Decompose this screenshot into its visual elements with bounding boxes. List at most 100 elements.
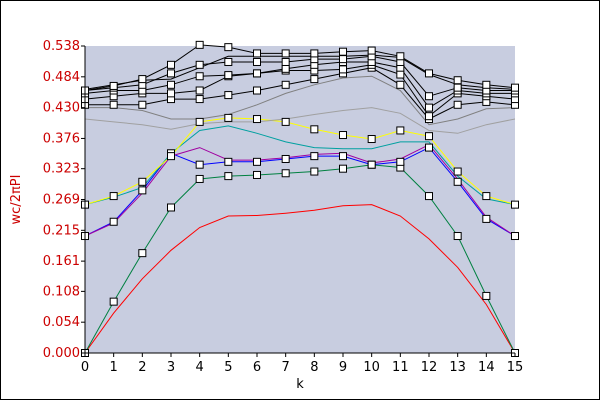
axes-layer: 0.000 0.054 0.108 0.161 0.215 0.269 0.323 0.376… — [43, 39, 523, 375]
x-tick-label: 9 — [339, 360, 347, 375]
series-line-12 — [84, 44, 516, 91]
data-point-marker — [281, 64, 290, 73]
data-point-marker — [453, 83, 462, 92]
data-point-marker — [281, 57, 290, 66]
series-line-5 — [84, 117, 516, 206]
x-axis-label: k — [296, 377, 304, 392]
x-tick-label: 2 — [138, 360, 146, 375]
series-line-1 — [84, 164, 516, 354]
data-point-marker — [224, 43, 233, 52]
x-tick-label: 8 — [310, 360, 318, 375]
data-point-marker — [425, 132, 433, 141]
x-tick-label: 10 — [363, 360, 380, 375]
x-tick-label: 15 — [507, 360, 524, 375]
data-point-marker — [339, 164, 347, 173]
y-tick-label: 0.269 — [43, 193, 80, 208]
data-point-marker — [281, 154, 290, 163]
data-point-marker — [138, 249, 147, 258]
series-line-10 — [84, 61, 515, 109]
data-point-marker — [339, 47, 347, 56]
data-point-marker — [109, 81, 118, 90]
x-tick-label: 11 — [392, 360, 409, 375]
series-layer — [81, 40, 519, 357]
data-point-marker — [511, 200, 519, 209]
x-tick-label: 14 — [478, 360, 495, 375]
x-tick-label: 0 — [81, 360, 89, 375]
data-point-marker — [453, 167, 462, 176]
data-point-marker — [224, 157, 233, 166]
y-tick-label: 0.376 — [43, 131, 80, 146]
data-point-marker — [253, 86, 261, 95]
data-point-marker — [482, 80, 491, 89]
y-tick-label: 0.484 — [43, 70, 80, 85]
data-point-marker — [253, 49, 261, 58]
data-point-marker — [281, 117, 290, 126]
data-point-marker — [224, 172, 233, 181]
data-point-marker — [339, 152, 347, 161]
data-point-marker — [195, 174, 204, 183]
data-point-marker — [310, 152, 319, 161]
data-point-marker — [195, 40, 204, 49]
data-point-marker — [339, 55, 347, 64]
data-point-marker — [195, 72, 204, 81]
data-point-marker — [425, 92, 433, 101]
data-point-marker — [253, 69, 261, 78]
series-line-2 — [84, 146, 516, 237]
data-point-marker — [367, 160, 376, 169]
y-tick-label: 0.054 — [43, 315, 80, 330]
data-point-marker — [281, 80, 290, 89]
x-tick-label: 13 — [449, 360, 466, 375]
y-tick-label: 0.108 — [43, 284, 80, 299]
data-point-marker — [482, 214, 491, 223]
x-tick-label: 1 — [110, 360, 118, 375]
data-point-marker — [396, 52, 405, 61]
series-line-9 — [84, 64, 516, 117]
data-point-marker — [482, 291, 491, 300]
data-point-marker — [425, 103, 433, 112]
series-line-11 — [84, 55, 515, 97]
data-point-marker — [195, 95, 204, 104]
data-point-marker — [167, 69, 175, 78]
data-point-marker — [453, 76, 462, 85]
data-point-marker — [109, 100, 118, 109]
x-tick-label: 4 — [196, 360, 204, 375]
data-point-marker — [453, 232, 462, 241]
data-point-marker — [253, 57, 261, 66]
data-point-marker — [310, 49, 319, 58]
x-tick-label: 3 — [167, 360, 175, 375]
y-tick-label: 0.215 — [43, 223, 80, 238]
y-tick-label: 0.323 — [43, 162, 80, 177]
series-line-7 — [85, 75, 516, 126]
data-point-marker — [453, 100, 462, 109]
y-tick-label: 0.538 — [43, 39, 80, 54]
data-point-marker — [138, 75, 147, 84]
data-point-marker — [167, 152, 175, 161]
data-point-marker — [253, 170, 261, 179]
data-point-marker — [109, 297, 118, 306]
data-point-marker — [253, 115, 261, 124]
data-point-marker — [339, 131, 347, 140]
x-tick-label: 7 — [282, 360, 290, 375]
data-point-marker — [453, 177, 462, 186]
data-point-marker — [396, 126, 405, 135]
x-tick-label: 12 — [421, 360, 438, 375]
plot-area — [85, 46, 515, 353]
data-point-marker — [396, 80, 405, 89]
series-line-13 — [84, 54, 516, 90]
data-point-marker — [138, 100, 147, 109]
data-point-marker — [224, 91, 233, 100]
data-point-marker — [167, 60, 175, 69]
data-point-marker — [138, 186, 147, 195]
data-point-marker — [425, 143, 433, 152]
data-point-marker — [482, 192, 491, 201]
series-line-4 — [84, 125, 516, 206]
series-line-0 — [84, 204, 516, 354]
data-point-marker — [167, 203, 175, 212]
data-point-marker — [339, 65, 347, 74]
series-line-6 — [84, 107, 516, 134]
data-point-marker — [425, 112, 433, 121]
data-point-marker — [367, 135, 376, 144]
data-point-marker — [195, 160, 204, 169]
data-point-marker — [224, 113, 233, 122]
